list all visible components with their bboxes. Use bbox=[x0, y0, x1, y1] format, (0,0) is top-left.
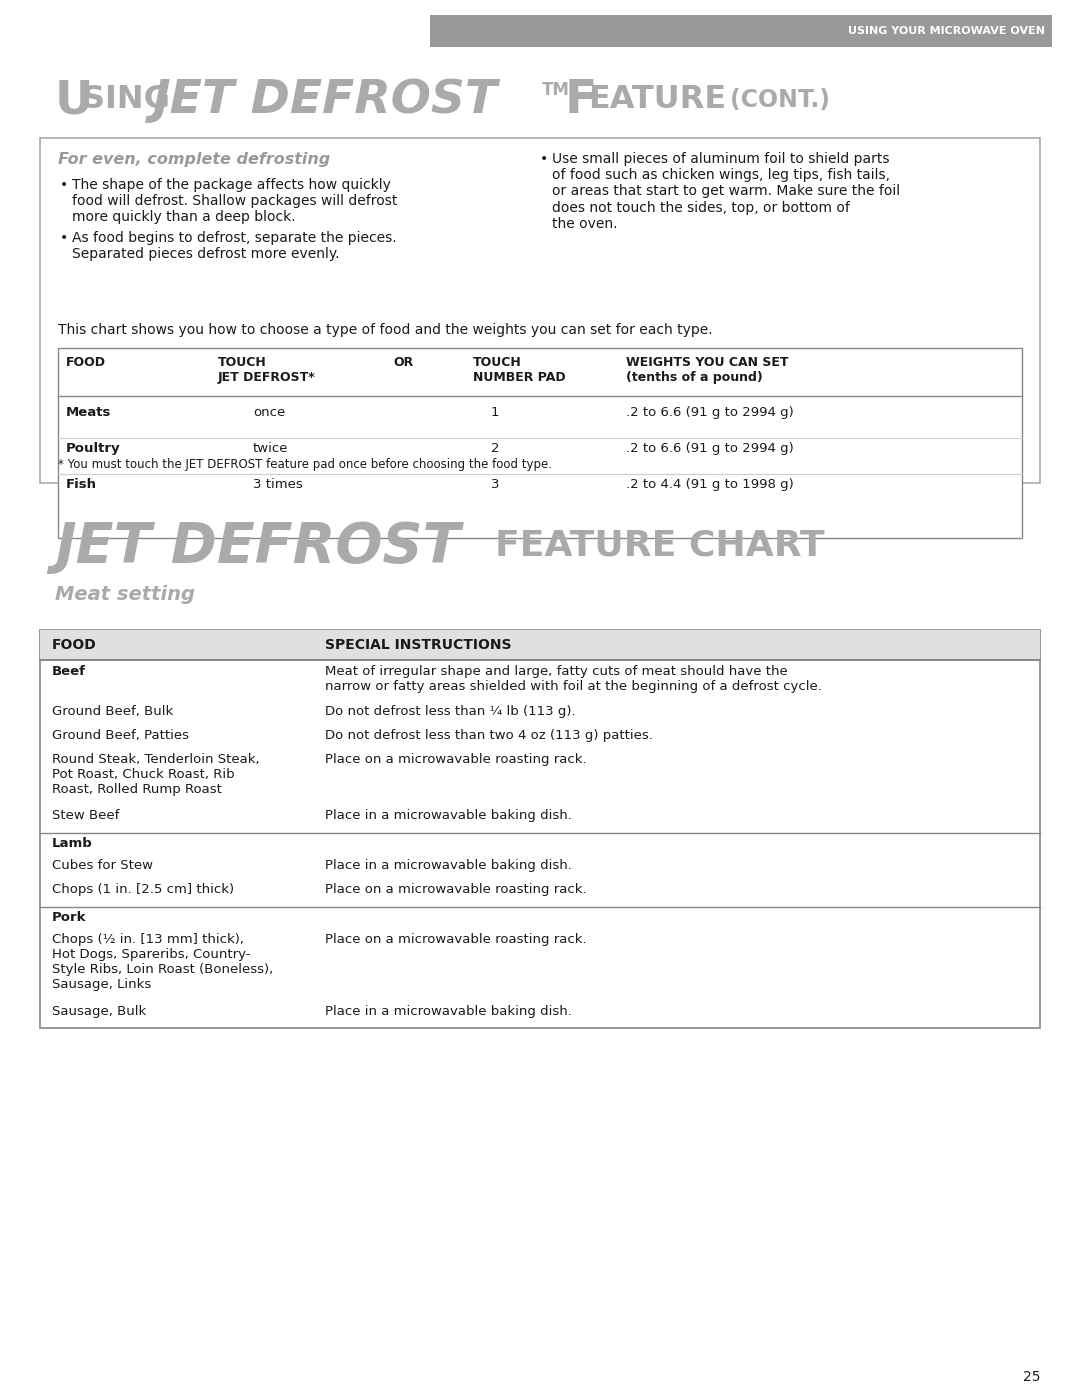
Bar bbox=[58, 348, 1022, 538]
Bar bbox=[430, 15, 1052, 47]
Text: Do not defrost less than two 4 oz (113 g) patties.: Do not defrost less than two 4 oz (113 g… bbox=[325, 729, 653, 742]
Text: Pork: Pork bbox=[52, 911, 86, 923]
Text: Chops (1 in. [2.5 cm] thick): Chops (1 in. [2.5 cm] thick) bbox=[52, 883, 234, 895]
Text: Meat of irregular shape and large, fatty cuts of meat should have the
narrow or : Meat of irregular shape and large, fatty… bbox=[325, 665, 822, 693]
Text: Stew Beef: Stew Beef bbox=[52, 809, 120, 821]
Text: TOUCH
NUMBER PAD: TOUCH NUMBER PAD bbox=[473, 356, 566, 384]
Text: Ground Beef, Bulk: Ground Beef, Bulk bbox=[52, 705, 173, 718]
Text: FEATURE CHART: FEATURE CHART bbox=[495, 528, 825, 562]
Text: Place on a microwavable roasting rack.: Place on a microwavable roasting rack. bbox=[325, 753, 586, 766]
Bar bbox=[40, 630, 1040, 659]
Text: USING YOUR MICROWAVE OVEN: USING YOUR MICROWAVE OVEN bbox=[848, 27, 1045, 36]
Text: Place in a microwavable baking dish.: Place in a microwavable baking dish. bbox=[325, 809, 572, 821]
Text: once: once bbox=[253, 407, 285, 419]
Text: Place in a microwavable baking dish.: Place in a microwavable baking dish. bbox=[325, 1004, 572, 1018]
Bar bbox=[40, 630, 1040, 1028]
Text: JET DEFROST: JET DEFROST bbox=[153, 78, 498, 123]
Text: F: F bbox=[565, 78, 597, 123]
Text: For even, complete defrosting: For even, complete defrosting bbox=[58, 152, 330, 168]
Text: As food begins to defrost, separate the pieces.
Separated pieces defrost more ev: As food begins to defrost, separate the … bbox=[72, 231, 396, 261]
Text: Meats: Meats bbox=[66, 407, 111, 419]
Text: FOOD: FOOD bbox=[52, 638, 97, 652]
Text: twice: twice bbox=[253, 441, 288, 455]
Text: 1: 1 bbox=[491, 407, 499, 419]
Text: .2 to 4.4 (91 g to 1998 g): .2 to 4.4 (91 g to 1998 g) bbox=[626, 478, 794, 490]
Text: 3: 3 bbox=[491, 478, 499, 490]
Text: WEIGHTS YOU CAN SET
(tenths of a pound): WEIGHTS YOU CAN SET (tenths of a pound) bbox=[626, 356, 788, 384]
Text: Place on a microwavable roasting rack.: Place on a microwavable roasting rack. bbox=[325, 883, 586, 895]
Text: 3 times: 3 times bbox=[253, 478, 302, 490]
Text: FOOD: FOOD bbox=[66, 356, 106, 369]
Text: Ground Beef, Patties: Ground Beef, Patties bbox=[52, 729, 189, 742]
Text: Place in a microwavable baking dish.: Place in a microwavable baking dish. bbox=[325, 859, 572, 872]
Text: •: • bbox=[540, 152, 549, 166]
Text: Meat setting: Meat setting bbox=[55, 585, 195, 604]
Text: * You must touch the JET DEFROST feature pad once before choosing the food type.: * You must touch the JET DEFROST feature… bbox=[58, 458, 552, 471]
Text: JET DEFROST: JET DEFROST bbox=[55, 520, 460, 574]
Text: OR: OR bbox=[393, 356, 414, 369]
Text: (CONT.): (CONT.) bbox=[730, 88, 831, 112]
Text: SING: SING bbox=[82, 84, 181, 115]
Text: •: • bbox=[60, 177, 68, 191]
Text: .2 to 6.6 (91 g to 2994 g): .2 to 6.6 (91 g to 2994 g) bbox=[626, 441, 794, 455]
Text: TM: TM bbox=[542, 81, 570, 99]
Text: Beef: Beef bbox=[52, 665, 86, 678]
Text: Poultry: Poultry bbox=[66, 441, 121, 455]
Text: Round Steak, Tenderloin Steak,
Pot Roast, Chuck Roast, Rib
Roast, Rolled Rump Ro: Round Steak, Tenderloin Steak, Pot Roast… bbox=[52, 753, 259, 796]
Text: Cubes for Stew: Cubes for Stew bbox=[52, 859, 153, 872]
Text: Chops (½ in. [13 mm] thick),
Hot Dogs, Spareribs, Country-
Style Ribs, Loin Roas: Chops (½ in. [13 mm] thick), Hot Dogs, S… bbox=[52, 933, 273, 990]
Text: Do not defrost less than ¼ lb (113 g).: Do not defrost less than ¼ lb (113 g). bbox=[325, 705, 576, 718]
Text: Lamb: Lamb bbox=[52, 837, 93, 849]
Text: U: U bbox=[55, 78, 94, 123]
Text: .2 to 6.6 (91 g to 2994 g): .2 to 6.6 (91 g to 2994 g) bbox=[626, 407, 794, 419]
Bar bbox=[40, 138, 1040, 483]
Text: EATURE: EATURE bbox=[588, 84, 726, 115]
Text: •: • bbox=[60, 231, 68, 244]
Text: SPECIAL INSTRUCTIONS: SPECIAL INSTRUCTIONS bbox=[325, 638, 512, 652]
Text: Use small pieces of aluminum foil to shield parts
of food such as chicken wings,: Use small pieces of aluminum foil to shi… bbox=[552, 152, 900, 231]
Text: Sausage, Bulk: Sausage, Bulk bbox=[52, 1004, 146, 1018]
Text: The shape of the package affects how quickly
food will defrost. Shallow packages: The shape of the package affects how qui… bbox=[72, 177, 397, 225]
Text: 25: 25 bbox=[1023, 1370, 1040, 1384]
Text: TOUCH
JET DEFROST*: TOUCH JET DEFROST* bbox=[218, 356, 315, 384]
Text: Place on a microwavable roasting rack.: Place on a microwavable roasting rack. bbox=[325, 933, 586, 946]
Text: Fish: Fish bbox=[66, 478, 97, 490]
Text: 2: 2 bbox=[491, 441, 499, 455]
Text: This chart shows you how to choose a type of food and the weights you can set fo: This chart shows you how to choose a typ… bbox=[58, 323, 713, 337]
